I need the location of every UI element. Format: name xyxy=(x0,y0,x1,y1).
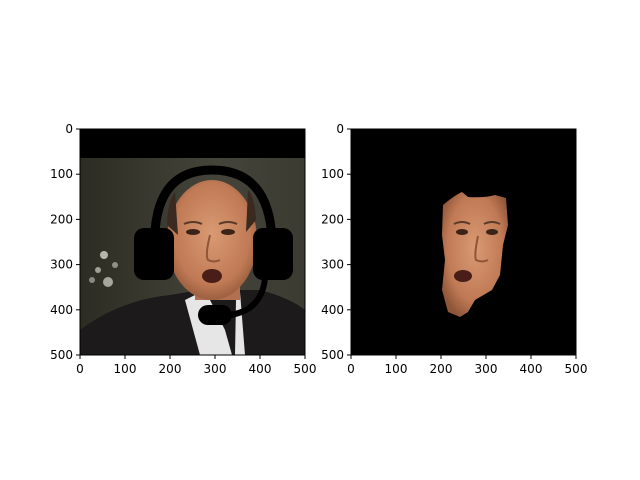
x-tick-label: 500 xyxy=(565,362,588,376)
y-tick-label: 200 xyxy=(50,212,73,226)
y-tick-label: 400 xyxy=(321,303,344,317)
right-image xyxy=(351,129,576,355)
y-tick-label: 500 xyxy=(50,348,73,362)
x-tick-label: 100 xyxy=(114,362,137,376)
left-panel xyxy=(79,128,306,356)
y-tick-label: 300 xyxy=(321,258,344,272)
x-tick-label: 200 xyxy=(159,362,182,376)
right-panel xyxy=(350,128,577,356)
x-tick-label: 100 xyxy=(385,362,408,376)
x-tick-label: 0 xyxy=(347,362,355,376)
x-tick-label: 400 xyxy=(520,362,543,376)
y-tick-label: 0 xyxy=(65,122,73,136)
y-tick-label: 0 xyxy=(336,122,344,136)
y-tick-label: 200 xyxy=(321,212,344,226)
x-tick-label: 400 xyxy=(249,362,272,376)
x-tick-label: 0 xyxy=(76,362,84,376)
x-tick-label: 200 xyxy=(430,362,453,376)
x-tick-label: 300 xyxy=(204,362,227,376)
y-tick-label: 100 xyxy=(50,167,73,181)
y-tick-label: 500 xyxy=(321,348,344,362)
y-tick-label: 400 xyxy=(50,303,73,317)
x-tick-label: 300 xyxy=(475,362,498,376)
x-tick-label: 500 xyxy=(294,362,317,376)
left-image xyxy=(80,129,305,355)
left-axes-frame xyxy=(79,128,306,356)
y-tick-label: 100 xyxy=(321,167,344,181)
right-axes-frame xyxy=(350,128,577,356)
y-tick-label: 300 xyxy=(50,258,73,272)
